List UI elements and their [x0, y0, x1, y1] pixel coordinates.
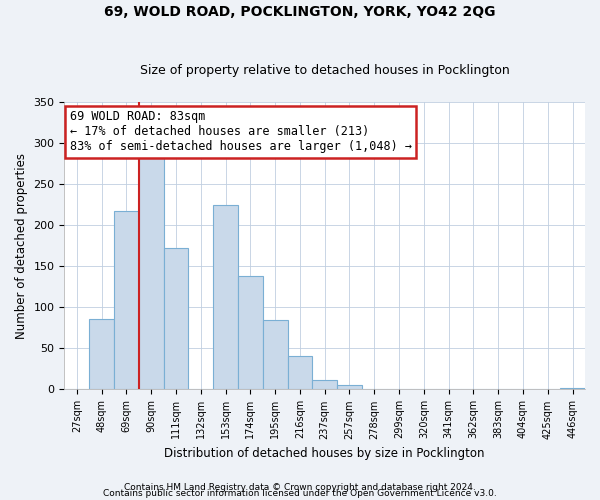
Bar — [114, 211, 139, 390]
Text: 69, WOLD ROAD, POCKLINGTON, YORK, YO42 2QG: 69, WOLD ROAD, POCKLINGTON, YORK, YO42 2… — [104, 5, 496, 19]
Bar — [89, 319, 114, 390]
Text: Contains public sector information licensed under the Open Government Licence v3: Contains public sector information licen… — [103, 490, 497, 498]
Bar — [263, 320, 287, 390]
Bar — [213, 204, 238, 390]
Bar — [313, 380, 337, 390]
Text: 69 WOLD ROAD: 83sqm
← 17% of detached houses are smaller (213)
83% of semi-detac: 69 WOLD ROAD: 83sqm ← 17% of detached ho… — [70, 110, 412, 154]
Title: Size of property relative to detached houses in Pocklington: Size of property relative to detached ho… — [140, 64, 509, 77]
Bar — [164, 248, 188, 390]
Bar — [238, 276, 263, 390]
Bar — [337, 386, 362, 390]
Bar — [287, 356, 313, 390]
Bar — [560, 388, 585, 390]
Y-axis label: Number of detached properties: Number of detached properties — [15, 152, 28, 338]
Bar — [139, 158, 164, 390]
X-axis label: Distribution of detached houses by size in Pocklington: Distribution of detached houses by size … — [164, 447, 485, 460]
Text: Contains HM Land Registry data © Crown copyright and database right 2024.: Contains HM Land Registry data © Crown c… — [124, 484, 476, 492]
